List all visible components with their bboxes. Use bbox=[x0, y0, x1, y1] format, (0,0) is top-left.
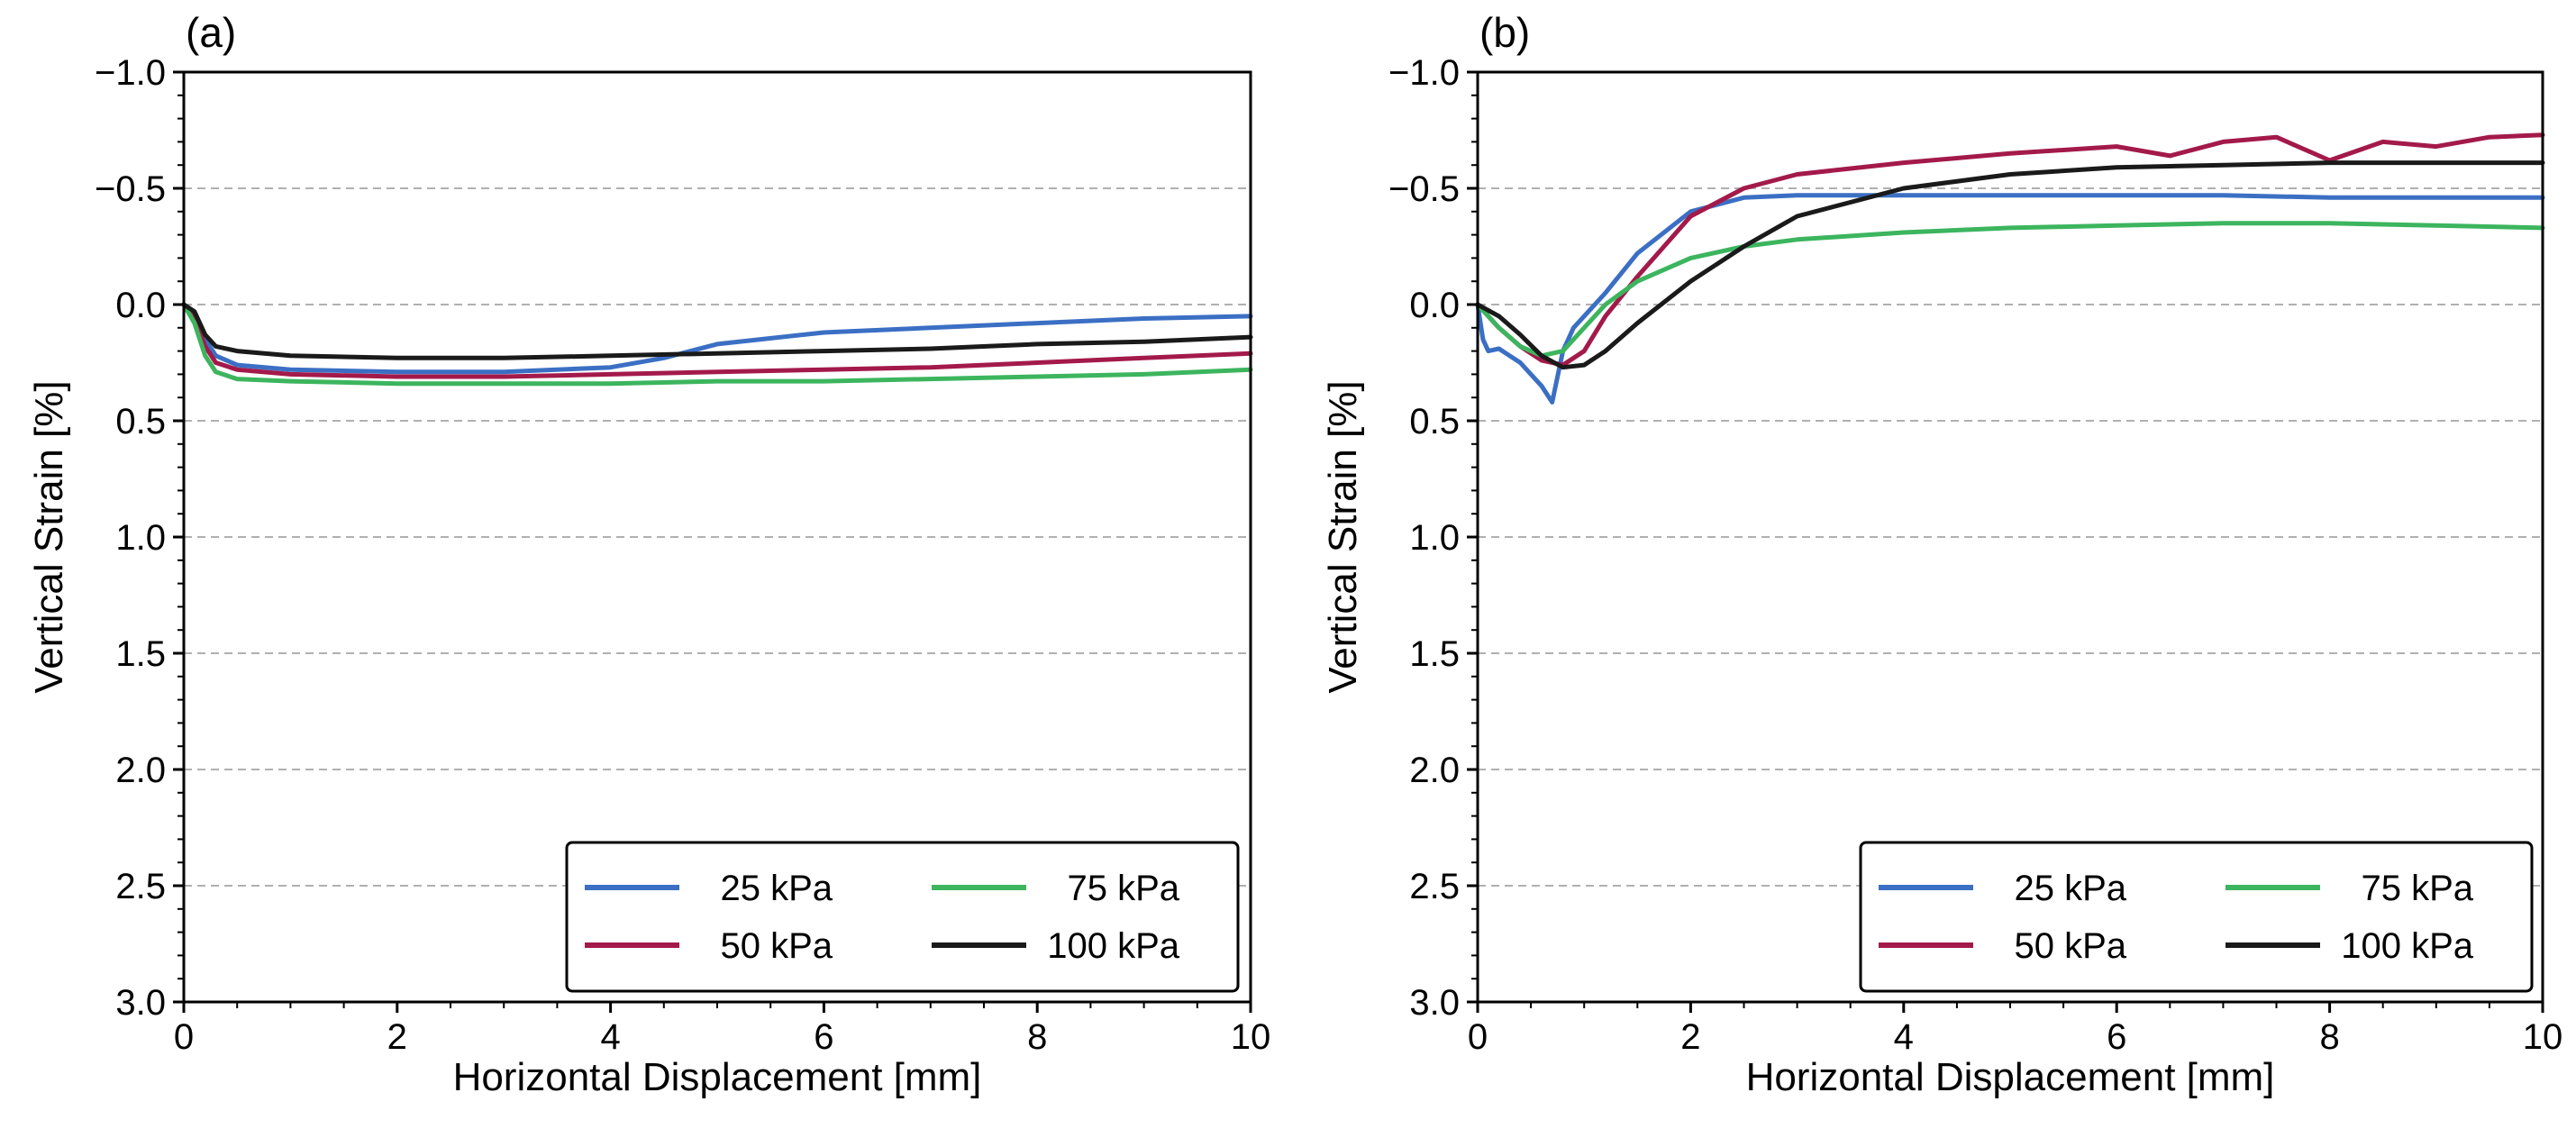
panel2-y-axis-label: Vertical Strain [%] bbox=[1321, 380, 1365, 693]
panel1-series-line-100-kpa bbox=[181, 302, 1253, 360]
panel2-legend-box bbox=[1859, 841, 2534, 993]
chart-panel-1: −1.0 −0.5 0.0 0.5 1.0 1.5 2.0 2.5 3.00 2 4 6 8 10 Hori… bbox=[27, 9, 1270, 1099]
panel1-panel-label: (a) bbox=[186, 9, 236, 56]
panel2-y-tick-label: −1.0 bbox=[1388, 53, 1460, 93]
panel1-legend-label: 75 kPa bbox=[1067, 869, 1179, 908]
panel1-x-tick-label: 4 bbox=[600, 1017, 620, 1057]
panel2-legend-label: 100 kPa bbox=[2341, 926, 2474, 966]
panel1-legend-label: 25 kPa bbox=[720, 869, 833, 908]
panel1-series-line-50-kpa bbox=[181, 302, 1253, 379]
panel1-x-tick-label: 10 bbox=[1231, 1017, 1271, 1057]
panel2-series-line-100-kpa bbox=[1475, 160, 2545, 370]
panel2-series-line-25-kpa bbox=[1475, 193, 2545, 405]
panel1-series-line-75-kpa bbox=[181, 302, 1253, 387]
panel2-y-tick-label: 1.0 bbox=[1409, 518, 1460, 558]
panel1-y-tick-label: 0.0 bbox=[115, 286, 166, 325]
panel1-y-tick-label: 2.0 bbox=[115, 751, 166, 790]
panel2-panel-label: (b) bbox=[1479, 9, 1530, 56]
panel1-legend-label: 50 kPa bbox=[720, 926, 833, 966]
panel2-y-tick-label: 1.5 bbox=[1409, 634, 1460, 674]
panel2-x-tick-label: 10 bbox=[2523, 1017, 2563, 1057]
panel2-x-tick-label: 4 bbox=[1894, 1017, 1914, 1057]
panel2-y-tick-label: 3.0 bbox=[1409, 983, 1460, 1023]
panel2-series-line-75-kpa bbox=[1475, 221, 2545, 359]
panel2-y-tick-label: 0.5 bbox=[1409, 402, 1460, 442]
panel2-x-tick-label: 0 bbox=[1468, 1017, 1488, 1057]
panel1-y-tick-label: 1.0 bbox=[115, 518, 166, 558]
panel1-y-tick-label: 0.5 bbox=[115, 402, 166, 442]
panel1-legend-label: 100 kPa bbox=[1047, 926, 1180, 966]
panel2-x-tick-label: 6 bbox=[2107, 1017, 2126, 1057]
panel2-legend-label: 75 kPa bbox=[2361, 869, 2473, 908]
panel2-x-tick-label: 8 bbox=[2319, 1017, 2339, 1057]
panel2-y-tick-label: 0.0 bbox=[1409, 286, 1460, 325]
panel2-x-tick-label: 2 bbox=[1680, 1017, 1700, 1057]
panel2-y-tick-label: 2.0 bbox=[1409, 751, 1460, 790]
panel1-x-axis-label: Horizontal Displacement [mm] bbox=[453, 1055, 982, 1099]
panel2-x-axis-label: Horizontal Displacement [mm] bbox=[1746, 1055, 2275, 1099]
panel1-x-tick-label: 6 bbox=[814, 1017, 833, 1057]
panel2-legend-label: 50 kPa bbox=[2014, 926, 2126, 966]
panel2-y-tick-label: −0.5 bbox=[1388, 169, 1460, 209]
panel2-y-tick-label: 2.5 bbox=[1409, 867, 1460, 906]
panel2-series-line-50-kpa bbox=[1475, 132, 2545, 368]
panel1-x-tick-label: 2 bbox=[387, 1017, 407, 1057]
panel1-x-tick-label: 0 bbox=[174, 1017, 194, 1057]
panel1-y-tick-label: 3.0 bbox=[115, 983, 166, 1023]
panel1-y-axis-label: Vertical Strain [%] bbox=[27, 380, 71, 693]
panel1-y-tick-label: −0.5 bbox=[95, 169, 166, 209]
panel1-y-tick-label: 1.5 bbox=[115, 634, 166, 674]
panel1-y-tick-label: 2.5 bbox=[115, 867, 166, 906]
panel1-legend-box bbox=[565, 841, 1240, 993]
chart-panel-2: −1.0 −0.5 0.0 0.5 1.0 1.5 2.0 2.5 3.00 2 4 6 8 10 Hori… bbox=[1321, 9, 2562, 1099]
panel1-y-tick-label: −1.0 bbox=[95, 53, 166, 93]
panel1-series-line-25-kpa bbox=[181, 302, 1253, 375]
panel2-legend-label: 25 kPa bbox=[2014, 869, 2126, 908]
panel1-x-tick-label: 8 bbox=[1027, 1017, 1047, 1057]
